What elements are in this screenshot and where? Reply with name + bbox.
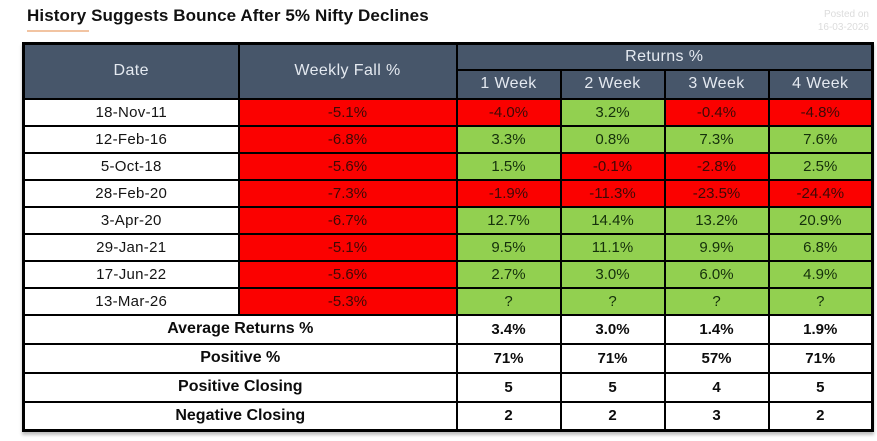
return-cell: -11.3% — [559, 178, 666, 208]
col-header-returns-group: Returns % — [455, 42, 874, 71]
return-cell: 20.9% — [767, 205, 874, 235]
col-header-date: Date — [22, 42, 240, 100]
return-cell: ? — [559, 286, 666, 316]
return-cell: 4.9% — [767, 259, 874, 289]
table-row: 17-Jun-22 -5.6% 2.7% 3.0% 6.0% 4.9% — [22, 259, 874, 289]
date-cell: 3-Apr-20 — [22, 205, 240, 235]
table-row: 12-Feb-16 -6.8% 3.3% 0.8% 7.3% 7.6% — [22, 124, 874, 154]
return-cell: 2.5% — [767, 151, 874, 181]
nifty-declines-table: Date Weekly Fall % Returns % 1 Week 2 We… — [22, 42, 875, 432]
table-row: 5-Oct-18 -5.6% 1.5% -0.1% -2.8% 2.5% — [22, 151, 874, 181]
summary-value: 1.4% — [663, 313, 770, 345]
posted-on-label: Posted on — [823, 9, 869, 20]
return-cell: 9.5% — [455, 232, 562, 262]
col-header-4-week: 4 Week — [767, 68, 874, 100]
weekly-fall-cell: -5.6% — [237, 151, 458, 181]
return-cell: 3.0% — [559, 259, 666, 289]
return-cell: 6.8% — [767, 232, 874, 262]
date-cell: 13-Mar-26 — [22, 286, 240, 316]
table-row: 29-Jan-21 -5.1% 9.5% 11.1% 9.9% 6.8% — [22, 232, 874, 262]
col-header-3-week: 3 Week — [663, 68, 770, 100]
return-cell: 6.0% — [663, 259, 770, 289]
summary-value: 71% — [767, 342, 874, 374]
summary-label: Positive Closing — [22, 371, 458, 403]
summary-value: 3.0% — [559, 313, 666, 345]
summary-label: Average Returns % — [22, 313, 458, 345]
table-row: 28-Feb-20 -7.3% -1.9% -11.3% -23.5% -24.… — [22, 178, 874, 208]
return-cell: 14.4% — [559, 205, 666, 235]
weekly-fall-cell: -6.7% — [237, 205, 458, 235]
weekly-fall-cell: -5.1% — [237, 97, 458, 127]
summary-value: 5 — [767, 371, 874, 403]
return-cell: 3.3% — [455, 124, 562, 154]
summary-value: 5 — [455, 371, 562, 403]
summary-value: 71% — [559, 342, 666, 374]
weekly-fall-cell: -5.6% — [237, 259, 458, 289]
weekly-fall-cell: -7.3% — [237, 178, 458, 208]
return-cell: 7.3% — [663, 124, 770, 154]
return-cell: -4.0% — [455, 97, 562, 127]
summary-value: 2 — [559, 400, 666, 432]
return-cell: 12.7% — [455, 205, 562, 235]
summary-label: Negative Closing — [22, 400, 458, 432]
return-cell: 1.5% — [455, 151, 562, 181]
return-cell: -23.5% — [663, 178, 770, 208]
summary-value: 3.4% — [455, 313, 562, 345]
return-cell: 2.7% — [455, 259, 562, 289]
return-cell: -2.8% — [663, 151, 770, 181]
return-cell: -0.1% — [559, 151, 666, 181]
return-cell: 9.9% — [663, 232, 770, 262]
summary-row-average-returns: Average Returns % 3.4% 3.0% 1.4% 1.9% — [22, 313, 874, 345]
return-cell: 0.8% — [559, 124, 666, 154]
summary-row-negative-closing: Negative Closing 2 2 3 2 — [22, 400, 874, 432]
return-cell: 3.2% — [559, 97, 666, 127]
summary-value: 1.9% — [767, 313, 874, 345]
return-cell: -1.9% — [455, 178, 562, 208]
date-cell: 29-Jan-21 — [22, 232, 240, 262]
summary-value: 2 — [767, 400, 874, 432]
return-cell: 7.6% — [767, 124, 874, 154]
summary-row-positive-pct: Positive % 71% 71% 57% 71% — [22, 342, 874, 374]
date-cell: 18-Nov-11 — [22, 97, 240, 127]
date-cell: 28-Feb-20 — [22, 178, 240, 208]
return-cell: ? — [767, 286, 874, 316]
header-row-weeks: 1 Week 2 Week 3 Week 4 Week — [24, 68, 874, 100]
posted-on-date: 16-03-2026 — [817, 22, 869, 33]
summary-value: 4 — [663, 371, 770, 403]
return-cell: -4.8% — [767, 97, 874, 127]
col-header-weekly-fall: Weekly Fall % — [237, 42, 458, 100]
table-row: 13-Mar-26 -5.3% ? ? ? ? — [22, 286, 874, 316]
summary-label: Positive % — [22, 342, 458, 374]
return-cell: 13.2% — [663, 205, 770, 235]
summary-row-positive-closing: Positive Closing 5 5 4 5 — [22, 371, 874, 403]
weekly-fall-cell: -5.3% — [237, 286, 458, 316]
col-header-1-week: 1 Week — [455, 68, 562, 100]
title-block: History Suggests Bounce After 5% Nifty D… — [27, 6, 429, 32]
weekly-fall-cell: -6.8% — [237, 124, 458, 154]
date-cell: 5-Oct-18 — [22, 151, 240, 181]
return-cell: 11.1% — [559, 232, 666, 262]
table-row: 18-Nov-11 -5.1% -4.0% 3.2% -0.4% -4.8% — [22, 97, 874, 127]
header-row-group: Date Weekly Fall % Returns % — [22, 42, 874, 100]
title-underline — [27, 30, 89, 32]
date-cell: 17-Jun-22 — [22, 259, 240, 289]
title-row: History Suggests Bounce After 5% Nifty D… — [27, 6, 869, 34]
return-cell: -24.4% — [767, 178, 874, 208]
posted-on: Posted on 16-03-2026 — [818, 6, 869, 34]
summary-value: 2 — [455, 400, 562, 432]
date-cell: 12-Feb-16 — [22, 124, 240, 154]
return-cell: ? — [455, 286, 562, 316]
return-cell: -0.4% — [663, 97, 770, 127]
page-title: History Suggests Bounce After 5% Nifty D… — [27, 6, 429, 25]
summary-value: 57% — [663, 342, 770, 374]
summary-value: 71% — [455, 342, 562, 374]
weekly-fall-cell: -5.1% — [237, 232, 458, 262]
return-cell: ? — [663, 286, 770, 316]
summary-value: 5 — [559, 371, 666, 403]
col-header-2-week: 2 Week — [559, 68, 666, 100]
table-row: 3-Apr-20 -6.7% 12.7% 14.4% 13.2% 20.9% — [22, 205, 874, 235]
summary-value: 3 — [663, 400, 770, 432]
